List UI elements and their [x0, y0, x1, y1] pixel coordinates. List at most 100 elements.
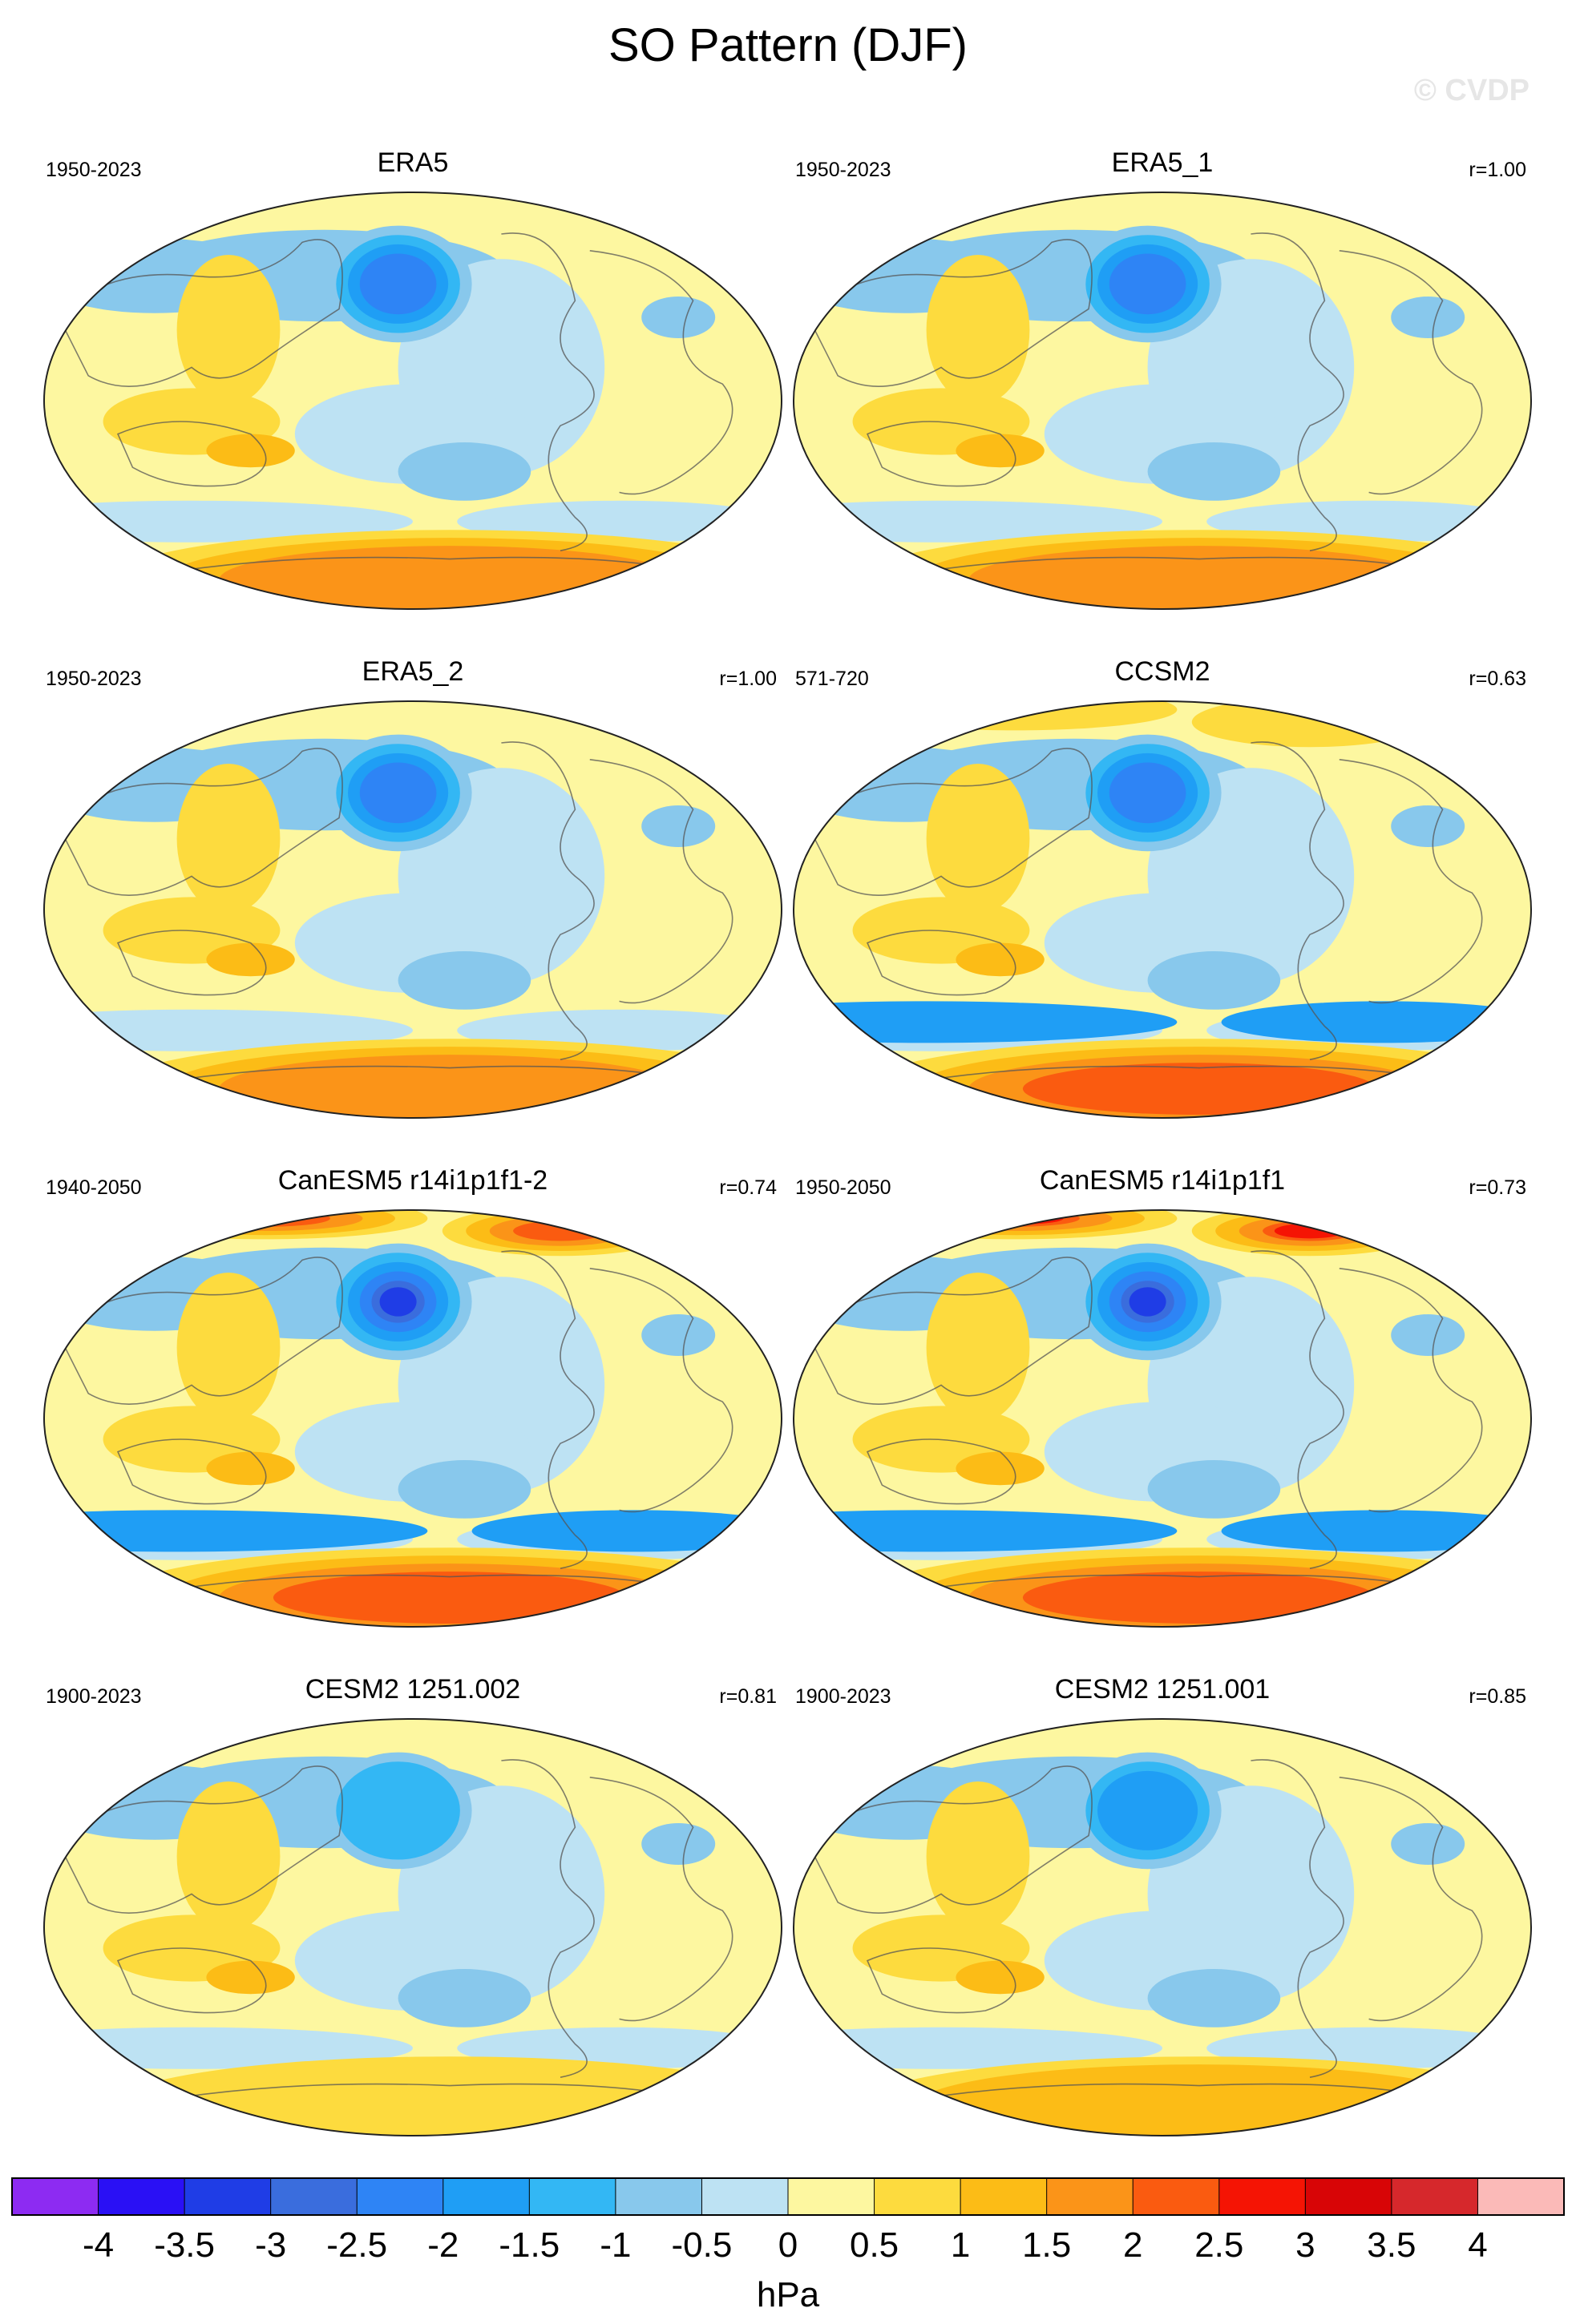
- coastlines: [807, 1250, 1495, 1603]
- colorbar-bin: [442, 2177, 531, 2216]
- high-anomaly-contour: [176, 1781, 281, 1932]
- map-border: [43, 1718, 782, 2136]
- colorbar-bin: [98, 2177, 186, 2216]
- aleutian-low-contour: [1097, 1770, 1198, 1850]
- low-anomaly-contour: [471, 1510, 782, 1552]
- panel-title: CanESM5 r14i1p1f1: [1040, 1165, 1285, 1196]
- map-panel: CESM2 1251.002 1900-2023 r=0.81: [43, 1674, 782, 2136]
- panel-period: 1900-2023: [795, 1685, 891, 1708]
- high-anomaly-contour: [926, 1781, 1030, 1932]
- panel-correlation: r=1.00: [1469, 159, 1526, 181]
- high-anomaly-contour: [206, 1451, 295, 1486]
- low-anomaly-contour: [1391, 1823, 1465, 1865]
- panel-correlation: r=0.81: [719, 1685, 777, 1708]
- watermark: © CVDP: [1413, 74, 1530, 107]
- high-anomaly-contour: [956, 1960, 1045, 1995]
- antarctic-high-contour: [219, 1055, 681, 1118]
- high-anomaly-contour: [176, 764, 281, 914]
- map-panel: CanESM5 r14i1p1f1-2 1940-2050 r=0.74: [43, 1165, 782, 1628]
- panel-period: 1950-2023: [46, 159, 142, 181]
- antarctic-high-contour: [1022, 1572, 1376, 1624]
- low-anomaly-contour: [398, 1969, 531, 2027]
- panel-title: CCSM2: [1114, 656, 1210, 687]
- antarctic-high-contour: [914, 2064, 1485, 2136]
- low-anomaly-contour: [794, 1001, 1178, 1043]
- map-panel: CESM2 1251.001 1900-2023 r=0.85: [793, 1674, 1532, 2136]
- colorbar-tick-label: -0.5: [672, 2225, 733, 2265]
- panel-title: ERA5: [378, 147, 449, 178]
- colorbar-bin: [701, 2177, 790, 2216]
- high-anomaly-contour: [176, 1273, 281, 1423]
- low-anomaly-contour: [398, 951, 531, 1010]
- panel-title: CESM2 1251.002: [305, 1674, 520, 1705]
- map-border: [793, 700, 1532, 1119]
- map-border: [793, 192, 1532, 610]
- panel-period: 1900-2023: [46, 1685, 142, 1708]
- low-anomaly-contour: [1391, 1314, 1465, 1356]
- colorbar-bin: [1477, 2177, 1566, 2216]
- arctic-high-contour: [513, 1221, 608, 1241]
- colorbar-bin: [787, 2177, 875, 2216]
- arctic-high-contour: [852, 701, 1178, 731]
- high-anomaly-contour: [206, 942, 295, 977]
- low-anomaly-contour: [794, 1510, 1178, 1552]
- panel-title: ERA5_2: [362, 656, 464, 687]
- colorbar-tick-label: 0: [778, 2225, 798, 2265]
- high-anomaly-contour: [956, 1451, 1045, 1486]
- low-anomaly-contour: [641, 805, 716, 847]
- colorbar-tick-label: -4: [83, 2225, 114, 2265]
- map-panel: ERA5 1950-2023: [43, 147, 782, 610]
- low-anomaly-contour: [641, 297, 716, 338]
- colorbar-bin: [615, 2177, 703, 2216]
- low-anomaly-contour: [398, 442, 531, 501]
- panel-period: 1940-2050: [46, 1176, 142, 1199]
- figure-title: SO Pattern (DJF): [608, 19, 968, 71]
- low-anomaly-contour: [1391, 297, 1465, 338]
- colorbar-tick-label: -2.5: [326, 2225, 387, 2265]
- colorbar-bin: [874, 2177, 962, 2216]
- map-panel: CanESM5 r14i1p1f1 1950-2050 r=0.73: [793, 1165, 1532, 1628]
- map-border: [793, 1209, 1532, 1628]
- high-anomaly-contour: [206, 1960, 295, 1995]
- high-anomaly-contour: [956, 434, 1045, 468]
- colorbar-tick-label: 2: [1123, 2225, 1142, 2265]
- high-anomaly-contour: [206, 434, 295, 468]
- colorbar-bin: [1304, 2177, 1392, 2216]
- aleutian-low-contour: [359, 253, 437, 315]
- aleutian-low-contour: [379, 1287, 417, 1317]
- panel-period: 1950-2023: [46, 668, 142, 690]
- colorbar-bin: [1046, 2177, 1134, 2216]
- panel-correlation: r=1.00: [719, 668, 777, 690]
- colorbar-tick-label: -3: [255, 2225, 286, 2265]
- colorbar-bin: [184, 2177, 272, 2216]
- low-anomaly-contour: [1391, 805, 1465, 847]
- low-anomaly-contour: [1221, 1001, 1531, 1043]
- colorbar-bin: [528, 2177, 616, 2216]
- arctic-high-contour: [966, 1212, 1064, 1225]
- panel-period: 1950-2050: [795, 1176, 891, 1199]
- antarctic-high-contour: [1022, 1063, 1376, 1116]
- colorbar-tick-label: 1.5: [1022, 2225, 1071, 2265]
- panel-correlation: r=0.73: [1469, 1176, 1526, 1199]
- high-anomaly-contour: [926, 764, 1030, 914]
- panel-title: CanESM5 r14i1p1f1-2: [278, 1165, 548, 1196]
- colorbar-bin: [960, 2177, 1048, 2216]
- panel-correlation: r=0.74: [719, 1176, 777, 1199]
- colorbar-tick-label: 4: [1468, 2225, 1487, 2265]
- colorbar-units-label: hPa: [757, 2275, 820, 2314]
- colorbar-tick-label: 1: [951, 2225, 970, 2265]
- low-anomaly-contour: [1147, 951, 1281, 1010]
- map-border: [793, 1718, 1532, 2136]
- map-panel: CCSM2 571-720 r=0.63: [793, 656, 1532, 1119]
- colorbar-bin: [356, 2177, 444, 2216]
- colorbar-tick-label: 2.5: [1194, 2225, 1243, 2265]
- low-anomaly-contour: [1147, 1969, 1281, 2027]
- low-anomaly-contour: [641, 1314, 716, 1356]
- panel-period: 571-720: [795, 668, 869, 690]
- panel-correlation: r=0.85: [1469, 1685, 1526, 1708]
- antarctic-high-contour: [219, 546, 681, 609]
- panel-period: 1950-2023: [795, 159, 891, 181]
- low-anomaly-contour: [1221, 1510, 1531, 1552]
